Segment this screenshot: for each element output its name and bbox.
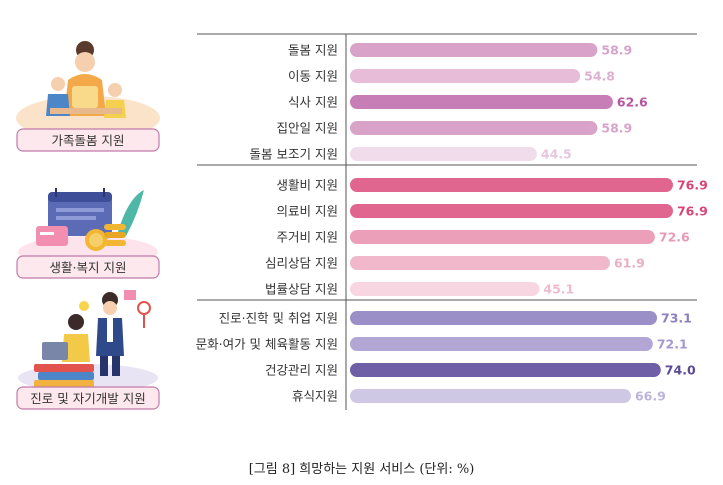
group-title: 생활·복지 지원	[50, 260, 127, 275]
data-label: 58.9	[601, 43, 632, 58]
family-care-illustration	[16, 41, 160, 140]
data-label: 58.9	[601, 121, 632, 136]
bar	[350, 178, 673, 192]
data-label: 73.1	[661, 311, 692, 326]
group-label-career-development: 진로 및 자기개발 지원	[16, 386, 160, 410]
bar	[350, 256, 610, 270]
data-label: 76.9	[677, 204, 708, 219]
bar	[350, 311, 658, 325]
bar	[350, 147, 537, 161]
bar	[350, 43, 598, 57]
bar	[350, 389, 631, 403]
category-label: 생활비 지원	[277, 178, 338, 193]
category-label: 이동 지원	[288, 69, 338, 84]
group-title: 진로 및 자기개발 지원	[30, 391, 145, 406]
bar	[350, 230, 655, 244]
category-label: 집안일 지원	[277, 121, 338, 136]
bar	[350, 282, 540, 296]
bar	[350, 337, 653, 351]
data-label: 62.6	[617, 95, 648, 110]
bar	[350, 363, 661, 377]
group-title: 가족돌봄 지원	[52, 133, 125, 148]
category-label: 의료비 지원	[277, 204, 338, 219]
data-label: 74.0	[665, 363, 696, 378]
group-label-living-welfare: 생활·복지 지원	[16, 255, 160, 279]
data-label: 66.9	[635, 389, 666, 404]
bar	[350, 95, 613, 109]
category-label: 휴식지원	[292, 389, 338, 404]
data-label: 61.9	[614, 256, 645, 271]
bar	[350, 69, 581, 83]
group-label-family-care: 가족돌봄 지원	[16, 128, 160, 152]
category-label: 진로·진학 및 취업 지원	[219, 311, 338, 326]
category-label: 문화·여가 및 체육활동 지원	[196, 337, 338, 352]
data-label: 45.1	[543, 282, 574, 297]
category-label: 돌봄 지원	[288, 43, 338, 58]
data-label: 72.6	[659, 230, 690, 245]
group-separators	[197, 33, 697, 410]
data-label: 72.1	[657, 337, 688, 352]
category-label: 심리상담 지원	[265, 256, 338, 271]
category-label: 주거비 지원	[277, 230, 338, 245]
bar	[350, 204, 673, 218]
category-label: 법률상담 지원	[265, 282, 338, 297]
data-label: 44.5	[541, 147, 572, 162]
category-label: 건강관리 지원	[265, 363, 338, 378]
category-label: 식사 지원	[288, 95, 338, 110]
chart-caption: [그림 8] 희망하는 지원 서비스 (단위: %)	[248, 462, 475, 477]
career-development-illustration	[18, 290, 158, 392]
data-label: 76.9	[677, 178, 708, 193]
category-label: 돌봄 보조기 지원	[250, 147, 338, 162]
bar	[350, 121, 598, 135]
data-label: 54.8	[584, 69, 615, 84]
